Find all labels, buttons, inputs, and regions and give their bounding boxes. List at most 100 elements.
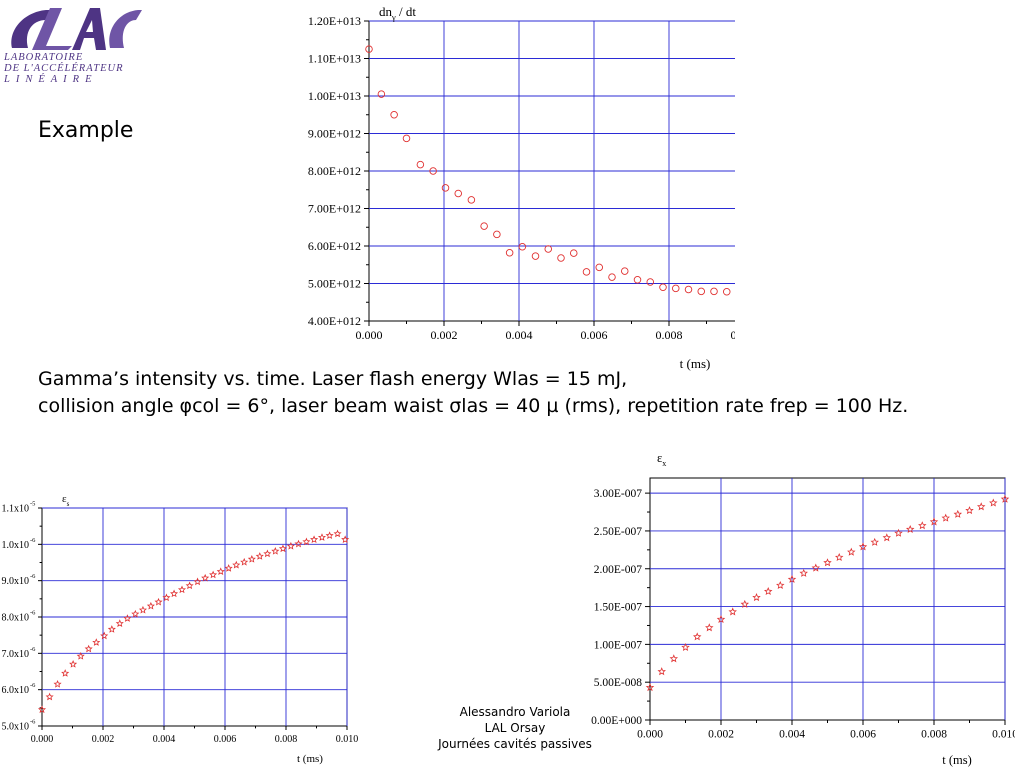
x-axis-label: t (ms) — [297, 753, 323, 765]
data-point — [92, 638, 101, 646]
x-tick-label: 0.008 — [921, 729, 947, 741]
data-point — [216, 567, 225, 576]
data-point — [377, 90, 386, 98]
y-tick-label: 2.50E-007 — [594, 526, 642, 538]
data-point — [799, 568, 808, 577]
x-tick-label: 0.000 — [31, 734, 54, 745]
data-point — [416, 160, 425, 169]
data-point — [681, 642, 690, 651]
y-tick-exponent: -6 — [30, 573, 36, 580]
data-point — [317, 533, 327, 541]
y-tick-label: 9.00E+012 — [308, 127, 361, 141]
x-tick-label: 0.000 — [356, 328, 383, 342]
x-tick-label: 0.002 — [708, 729, 734, 741]
x-tick-label: 0.004 — [506, 328, 533, 342]
data-point — [76, 651, 85, 660]
data-point — [61, 669, 70, 677]
data-point — [752, 593, 761, 602]
data-point — [467, 196, 476, 204]
figure-caption: Gamma’s intensity vs. time. Laser flash … — [38, 366, 908, 420]
y-tick-label: 7.00E+012 — [308, 202, 361, 216]
data-point — [325, 531, 334, 540]
y-axis-label-sub: γ — [391, 13, 396, 22]
data-point — [115, 619, 124, 627]
x-tick-label: 0.010 — [731, 328, 736, 342]
data-point — [333, 529, 342, 538]
y-axis-label-main: ε — [62, 493, 67, 505]
y-tick-label: 1.1x10 — [2, 504, 30, 515]
author-lab: LAL Orsay — [484, 721, 546, 735]
y-tick-label: 1.00E+013 — [308, 89, 361, 103]
y-tick-label: 8.00E+012 — [308, 164, 361, 178]
data-point — [100, 631, 109, 640]
data-point — [107, 625, 116, 633]
y-tick-label: 1.50E-007 — [594, 602, 642, 614]
y-tick-exponent: -6 — [30, 719, 36, 726]
x-tick-label: 0.006 — [850, 729, 876, 741]
data-point — [84, 644, 93, 653]
data-point — [154, 597, 163, 606]
data-point — [480, 222, 488, 230]
x-tick-label: 0.010 — [992, 729, 1015, 741]
data-point — [705, 623, 714, 632]
plot-frame — [649, 477, 1006, 721]
data-point — [278, 544, 287, 553]
data-point — [310, 535, 319, 544]
data-point — [918, 521, 927, 530]
data-point — [723, 288, 731, 296]
x-axis-label: t (ms) — [680, 356, 711, 371]
data-point — [365, 45, 373, 53]
data-point — [669, 654, 679, 663]
data-point — [716, 614, 726, 624]
data-point — [402, 134, 411, 143]
y-axis-label: εx — [657, 451, 666, 468]
data-point — [454, 189, 462, 198]
y-tick-label: 1.00E-007 — [594, 639, 642, 651]
caption-line-1: Gamma’s intensity vs. time. Laser flash … — [38, 368, 628, 390]
example-label: Example — [38, 118, 134, 143]
x-tick-label: 0.000 — [637, 729, 663, 741]
data-point — [69, 659, 78, 668]
y-axis-label: dnγ / dt — [379, 4, 416, 22]
data-point — [193, 577, 202, 586]
data-point — [941, 513, 950, 522]
y-axis-label: εs — [62, 493, 70, 508]
data-point — [776, 580, 785, 589]
data-point — [740, 599, 750, 608]
data-point — [45, 692, 54, 701]
data-point — [224, 564, 233, 572]
data-point — [621, 267, 629, 275]
data-point — [834, 552, 844, 562]
y-tick-label: 7.0x10 — [2, 649, 30, 660]
data-point — [697, 287, 706, 296]
data-point — [544, 245, 553, 253]
y-tick-label: 3.00E-007 — [594, 488, 642, 500]
author-name: Alessandro Variola — [459, 705, 571, 719]
data-point — [684, 285, 693, 294]
data-point — [146, 601, 155, 610]
y-tick-label: 1.20E+013 — [308, 14, 361, 28]
data-point — [531, 252, 540, 260]
data-point — [858, 542, 868, 551]
y-tick-label: 5.00E-008 — [594, 677, 642, 689]
logo-line-1: LABORATOIRE — [4, 52, 84, 63]
data-point — [37, 705, 47, 714]
data-point — [286, 541, 295, 550]
data-point — [240, 557, 249, 566]
y-axis-label-sub: s — [67, 500, 70, 508]
data-point — [633, 276, 642, 284]
data-point — [692, 632, 702, 641]
data-point — [953, 509, 963, 518]
data-point — [882, 533, 892, 542]
y-tick-label: 1.0x10 — [2, 540, 30, 551]
data-point — [646, 278, 655, 286]
data-point — [201, 573, 210, 582]
x-tick-label: 0.002 — [431, 328, 458, 342]
x-tick-label: 0.006 — [214, 734, 237, 745]
y-axis-label-main: ε — [657, 451, 662, 465]
clac-logo — [11, 8, 142, 50]
data-point — [989, 498, 998, 507]
logo-line-2: DE L'ACCÉLÉRATEUR — [4, 63, 124, 74]
data-point — [177, 585, 187, 594]
